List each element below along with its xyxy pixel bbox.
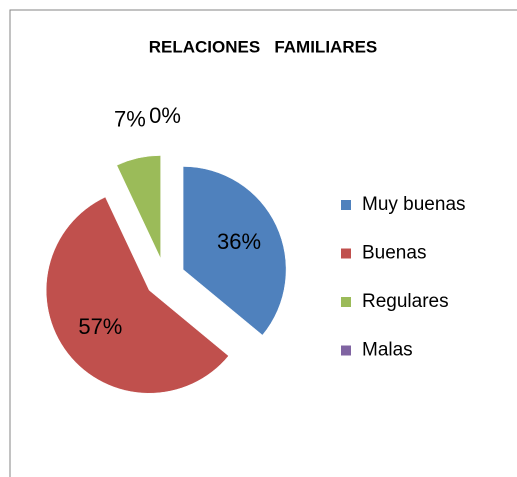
legend-swatch xyxy=(341,297,351,307)
legend-label: Muy buenas xyxy=(362,194,466,215)
pie-slice xyxy=(182,166,287,336)
pie-slice xyxy=(45,196,229,394)
data-label: 7% xyxy=(114,107,146,132)
legend-label: Regulares xyxy=(362,291,449,312)
legend-swatch xyxy=(341,345,351,356)
data-label: 0% xyxy=(149,103,181,128)
pie-slice xyxy=(116,155,161,259)
chart-title: RELACIONES FAMILIARES xyxy=(149,37,378,56)
legend-swatch xyxy=(341,200,351,210)
data-label: 36% xyxy=(217,229,261,254)
data-label: 57% xyxy=(78,314,122,339)
legend-label: Buenas xyxy=(362,243,426,264)
legend-label: Malas xyxy=(362,340,413,361)
legend-swatch xyxy=(341,248,351,259)
